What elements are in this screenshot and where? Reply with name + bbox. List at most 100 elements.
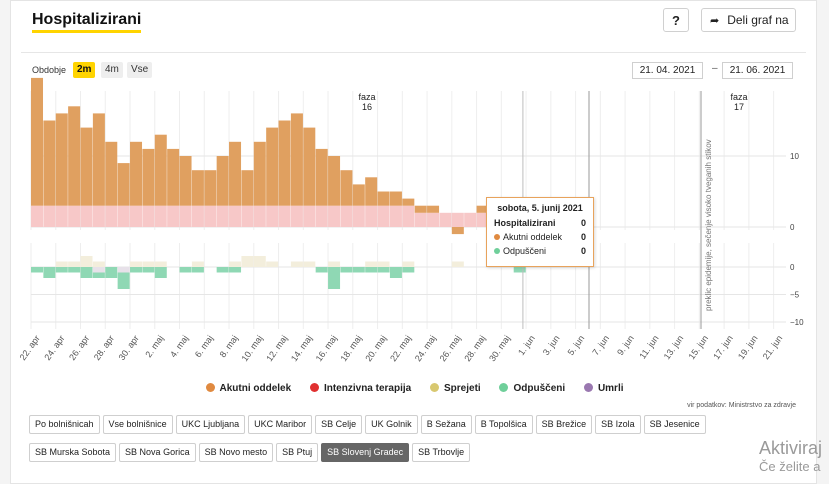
- bar-intenzivna-terapija: [266, 205, 279, 227]
- hospital-button[interactable]: Vse bolnišnice: [102, 415, 173, 434]
- x-tick-label: 18. maj: [339, 333, 364, 363]
- hospital-button[interactable]: B Sežana: [420, 415, 472, 434]
- legend-item-admitted[interactable]: Sprejeti: [430, 383, 481, 394]
- x-tick-label: 26. maj: [438, 333, 463, 363]
- date-from-input[interactable]: 21. 04. 2021: [632, 62, 703, 79]
- hospital-button[interactable]: SB Jesenice: [643, 415, 706, 434]
- hospital-button[interactable]: UKC Maribor: [248, 415, 313, 434]
- hospital-button[interactable]: SB Ptuj: [276, 443, 319, 462]
- x-tick-label: 1. jun: [516, 333, 537, 357]
- period-option-4m[interactable]: 4m: [101, 62, 123, 78]
- hospital-button[interactable]: SB Novo mesto: [198, 443, 274, 462]
- data-source: vir podatkov: Ministrstvo za zdravje: [687, 402, 796, 409]
- hospital-button-active[interactable]: SB Slovenj Gradec: [321, 443, 410, 462]
- bar-intenzivna-terapija: [365, 205, 378, 227]
- bar-intenzivna-terapija: [315, 205, 328, 227]
- bar-odpusceni: [80, 267, 93, 278]
- bar-intenzivna-terapija: [464, 212, 477, 227]
- bar-akutni-oddelek: [216, 156, 229, 206]
- bar-sprejeti: [154, 261, 167, 267]
- help-button[interactable]: ?: [663, 8, 689, 32]
- legend-dot-icon: [499, 383, 509, 392]
- bar-akutni-oddelek: [191, 170, 204, 206]
- x-tick-label: 22. apr: [18, 333, 42, 362]
- hospital-button[interactable]: SB Murska Sobota: [29, 443, 117, 462]
- bar-akutni-oddelek: [328, 156, 341, 206]
- bar-akutni-oddelek: [303, 127, 316, 206]
- share-button[interactable]: ➦ Deli graf na: [701, 8, 796, 32]
- bar-sprejeti: [365, 261, 378, 267]
- legend-item-deceased[interactable]: Umrli: [583, 383, 624, 394]
- bar-sprejeti: [377, 261, 390, 267]
- bar-intenzivna-terapija: [55, 205, 68, 227]
- x-tick-label: 21. jun: [761, 333, 785, 361]
- date-separator: –: [712, 63, 718, 74]
- bar-akutni-oddelek: [278, 120, 291, 206]
- bar-odpusceni: [92, 272, 105, 278]
- legend-item-discharged[interactable]: Odpuščeni: [499, 383, 565, 394]
- legend-dot-icon: [430, 383, 439, 392]
- bar-intenzivna-terapija: [229, 205, 242, 227]
- hospital-button[interactable]: SB Izola: [595, 415, 641, 434]
- bar-akutni-oddelek: [451, 227, 464, 235]
- bar-sprejeti: [266, 261, 279, 267]
- bar-intenzivna-terapija: [191, 205, 204, 227]
- bar-akutni-oddelek: [290, 113, 303, 206]
- bar-intenzivna-terapija: [92, 205, 105, 227]
- period-option-all[interactable]: Vse: [127, 62, 153, 78]
- x-tick-label: 16. maj: [314, 333, 339, 363]
- tooltip-row-hospitalized: Hospitalizirani 0: [494, 216, 586, 230]
- bar-sprejeti: [191, 261, 204, 267]
- bar-intenzivna-terapija: [216, 205, 229, 227]
- x-tick-label: 28. apr: [92, 333, 116, 362]
- y-tick-label: −5: [790, 291, 800, 300]
- bar-intenzivna-terapija: [117, 205, 130, 227]
- bar-intenzivna-terapija: [241, 205, 254, 227]
- bar-sprejeti: [402, 261, 415, 267]
- hospital-button[interactable]: SB Brežice: [535, 415, 593, 434]
- legend-dot-icon: [205, 383, 215, 392]
- tooltip-row-value: 0: [580, 246, 586, 256]
- x-tick-label: 26. apr: [67, 333, 91, 362]
- date-to-input[interactable]: 21. 06. 2021: [722, 62, 793, 79]
- hospital-button[interactable]: SB Celje: [315, 415, 363, 434]
- bar-intenzivna-terapija: [142, 205, 155, 227]
- x-tick-label: 22. maj: [388, 333, 413, 363]
- x-tick-label: 10. maj: [239, 333, 264, 363]
- bar-intenzivna-terapija: [402, 205, 415, 227]
- legend-label: Odpuščeni: [513, 383, 566, 394]
- period-option-2m[interactable]: 2m: [73, 62, 96, 78]
- legend-label: Sprejeti: [444, 383, 481, 394]
- x-tick-label: 13. jun: [662, 333, 686, 361]
- bar-akutni-oddelek: [377, 191, 390, 206]
- tooltip-title: sobota, 5. junij 2021: [497, 203, 583, 213]
- x-tick-label: 24. apr: [42, 333, 66, 362]
- tooltip-row-label: Odpuščeni: [503, 246, 547, 256]
- y-tick-label: 10: [790, 152, 799, 161]
- chart-tooltip: sobota, 5. junij 2021 Hospitalizirani 0 …: [486, 197, 594, 267]
- legend-item-acute[interactable]: Akutni oddelek: [205, 383, 291, 394]
- legend-item-icu[interactable]: Intenzivna terapija: [309, 383, 411, 394]
- hospital-button[interactable]: B Topolšica: [474, 415, 533, 434]
- bar-odpusceni: [142, 267, 155, 273]
- hospital-button[interactable]: UKC Ljubljana: [175, 415, 246, 434]
- bar-intenzivna-terapija: [439, 212, 452, 227]
- bar-sprejeti: [80, 256, 93, 267]
- chart-card: Hospitalizirani ? ➦ Deli graf na Obdobje …: [10, 0, 817, 484]
- bar-intenzivna-terapija: [154, 205, 167, 227]
- hospital-button[interactable]: SB Nova Gorica: [119, 443, 196, 462]
- bar-akutni-oddelek: [476, 205, 489, 213]
- bar-odpusceni: [105, 267, 118, 278]
- hospital-button[interactable]: Po bolnišnicah: [29, 415, 100, 434]
- hospital-button[interactable]: UK Golnik: [365, 415, 418, 434]
- bar-odpusceni: [315, 267, 328, 273]
- bar-odpusceni: [43, 267, 56, 278]
- bar-akutni-oddelek: [130, 141, 143, 206]
- bar-sprejeti: [328, 261, 341, 267]
- hospital-button[interactable]: SB Trbovlje: [412, 443, 471, 462]
- windows-activation-watermark: Aktiviraj Če želite a: [759, 438, 822, 476]
- bar-akutni-oddelek: [389, 191, 402, 206]
- bar-akutni-oddelek: [92, 113, 105, 206]
- watermark-line: Če želite a: [759, 459, 821, 474]
